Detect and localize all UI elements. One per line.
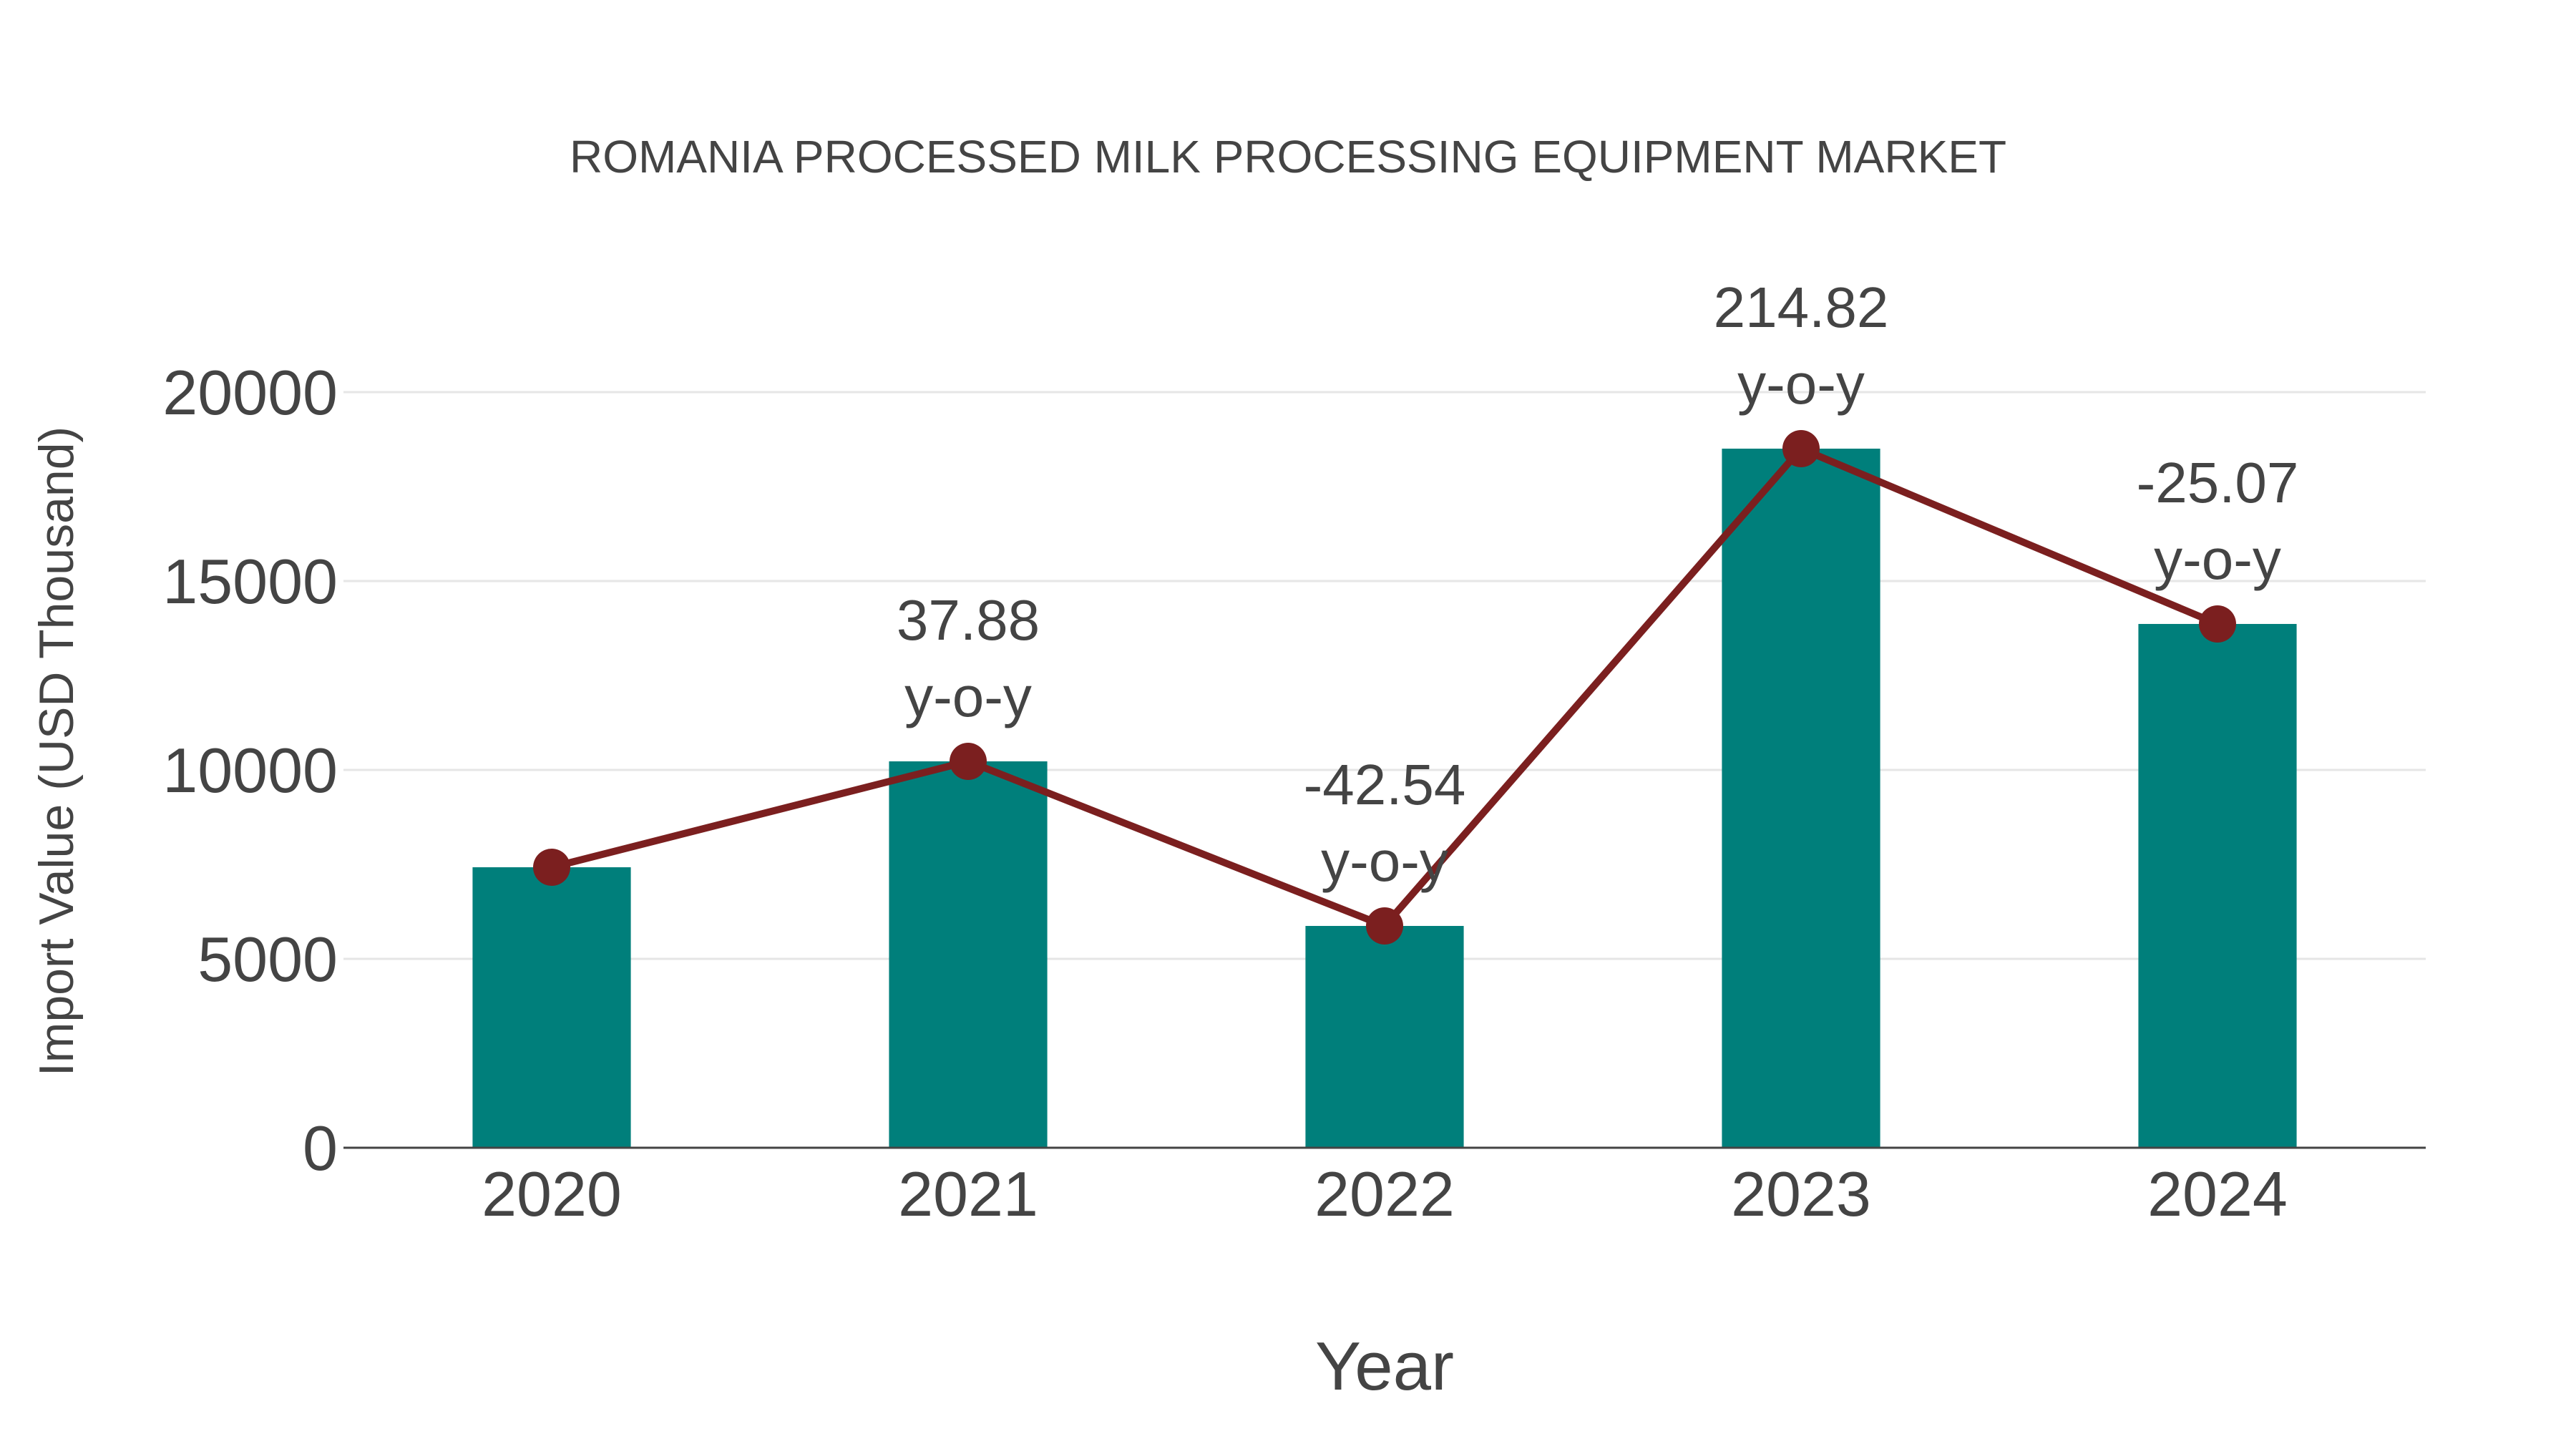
yoy-value: 37.88	[897, 588, 1040, 652]
yoy-label: y-o-y	[1321, 829, 1448, 893]
yoy-label: y-o-y	[2154, 527, 2281, 591]
marker-2023	[1782, 429, 1820, 467]
bars	[472, 448, 2297, 1148]
y-tick-label: 5000	[197, 924, 338, 995]
x-tick-label: 2024	[2147, 1158, 2288, 1229]
yoy-annotations: 37.88 y-o-y -42.54 y-o-y 214.82 y-o-y -25.07 y-…	[897, 275, 2299, 893]
yoy-annotation-2024: -25.07 y-o-y	[2137, 451, 2299, 591]
bar-2020	[472, 867, 631, 1148]
x-tick-label: 2022	[1314, 1158, 1455, 1229]
x-axis-title: Year	[1315, 1328, 1454, 1405]
y-tick-label: 10000	[162, 735, 338, 806]
chart-title: ROMANIA PROCESSED MILK PROCESSING EQUIPM…	[570, 131, 2006, 182]
yoy-annotation-2021: 37.88 y-o-y	[897, 588, 1040, 728]
marker-2024	[2199, 605, 2236, 643]
bar-2022	[1305, 926, 1464, 1148]
yoy-label: y-o-y	[904, 665, 1032, 728]
y-tick-label: 20000	[162, 357, 338, 428]
x-tick-label: 2020	[482, 1158, 622, 1229]
marker-2020	[533, 849, 570, 887]
yoy-value: -42.54	[1304, 753, 1466, 816]
y-axis-title: Import Value (USD Thousand)	[29, 426, 84, 1076]
marker-2022	[1366, 907, 1403, 945]
yoy-value: -25.07	[2137, 451, 2299, 514]
y-tick-label: 15000	[162, 546, 338, 617]
x-axis-ticks: 2020 2021 2022 2023 2024	[482, 1158, 2288, 1229]
bar-2024	[2138, 623, 2297, 1148]
bar-2021	[889, 761, 1048, 1148]
yoy-annotation-2023: 214.82 y-o-y	[1714, 275, 1889, 416]
x-tick-label: 2023	[1731, 1158, 1871, 1229]
yoy-value: 214.82	[1714, 275, 1889, 339]
trend-line	[533, 429, 2236, 945]
marker-2021	[950, 743, 987, 781]
bar-2023	[1722, 448, 1880, 1148]
yoy-label: y-o-y	[1737, 352, 1865, 416]
x-tick-label: 2021	[898, 1158, 1038, 1229]
yoy-annotation-2022: -42.54 y-o-y	[1304, 753, 1466, 893]
y-axis-ticks: 0 5000 10000 15000 20000	[162, 357, 338, 1184]
y-tick-label: 0	[303, 1113, 338, 1184]
